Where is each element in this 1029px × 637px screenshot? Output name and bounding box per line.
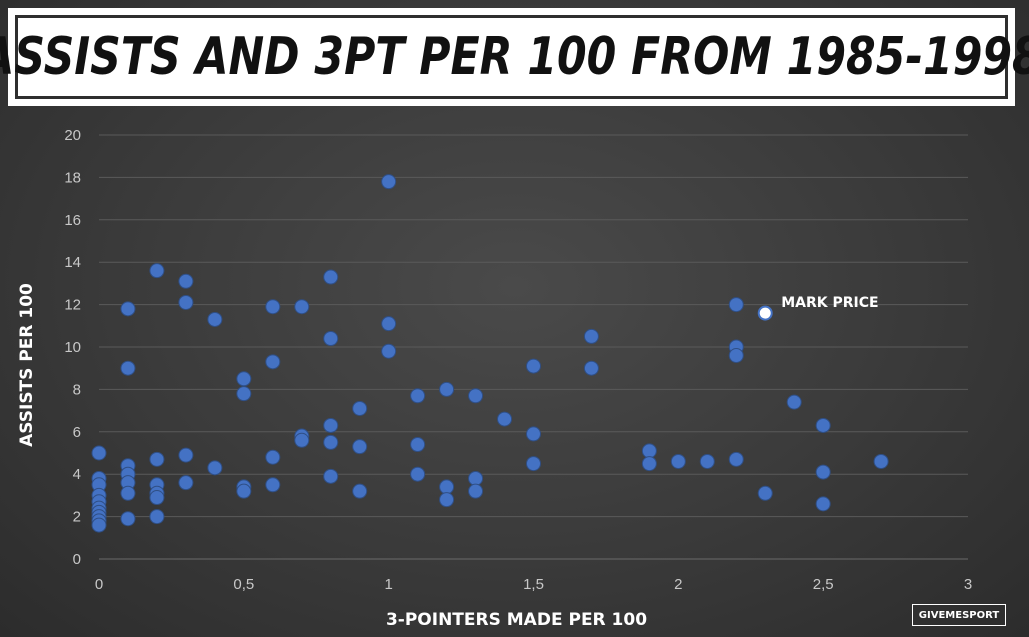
x-axis-title: 3-POINTERS MADE PER 100 — [386, 610, 647, 630]
title-frame: ASSISTS AND 3PT PER 100 FROM 1985-1998 — [0, 15, 1029, 99]
data-point — [236, 386, 252, 402]
highlight-label: MARK PRICE — [781, 295, 878, 311]
data-point — [149, 451, 165, 467]
data-point — [526, 358, 541, 374]
title-banner: ASSISTS AND 3PT PER 100 FROM 1985-1998 — [0, 8, 1029, 106]
y-tick-label: 14 — [64, 254, 81, 271]
chart-title: ASSISTS AND 3PT PER 100 FROM 1985-1998 — [0, 27, 1029, 87]
data-point — [149, 263, 165, 279]
x-tick-label: 0,5 — [233, 576, 254, 593]
data-point — [265, 449, 281, 465]
data-point — [265, 354, 281, 370]
data-point — [120, 360, 136, 376]
data-point — [381, 343, 397, 359]
data-point — [323, 417, 339, 433]
data-point — [873, 453, 889, 469]
data-point — [207, 460, 223, 476]
y-tick-label: 18 — [64, 169, 81, 186]
data-point — [497, 411, 513, 427]
data-point — [178, 475, 194, 491]
data-point — [381, 174, 397, 190]
x-tick-label: 2 — [674, 576, 682, 593]
data-point — [323, 269, 339, 285]
data-point — [294, 299, 310, 315]
data-point — [583, 360, 599, 376]
data-point — [207, 311, 223, 327]
y-tick-label: 2 — [73, 509, 81, 526]
data-point — [352, 439, 368, 455]
data-point — [323, 331, 339, 347]
data-point — [468, 483, 484, 499]
x-tick-label: 1,5 — [523, 576, 544, 593]
data-point — [265, 299, 281, 315]
data-point — [149, 490, 165, 506]
data-point — [815, 464, 831, 480]
data-point — [641, 443, 657, 459]
data-point — [670, 453, 686, 469]
data-point — [728, 347, 744, 363]
data-point — [352, 400, 368, 416]
data-point — [439, 479, 455, 495]
data-point — [439, 381, 455, 397]
data-point — [410, 466, 426, 482]
data-point — [641, 456, 657, 472]
data-point — [294, 432, 310, 448]
data-point — [699, 453, 715, 469]
y-tick-label: 16 — [64, 212, 81, 229]
data-point — [728, 451, 744, 467]
data-point — [439, 492, 455, 508]
data-point — [323, 468, 339, 484]
data-point — [91, 517, 107, 533]
data-point — [815, 417, 831, 433]
y-tick-label: 10 — [64, 339, 81, 356]
data-point — [178, 294, 194, 310]
y-tick-label: 4 — [73, 466, 81, 483]
data-point — [815, 496, 831, 512]
data-point — [526, 456, 541, 472]
y-tick-label: 8 — [73, 381, 81, 398]
data-point — [526, 426, 541, 442]
x-tick-label: 2,5 — [813, 576, 834, 593]
y-tick-label: 20 — [64, 127, 81, 144]
y-tick-label: 0 — [73, 551, 81, 568]
data-point — [120, 301, 136, 317]
data-point — [381, 316, 397, 332]
data-point — [265, 477, 281, 493]
data-point — [410, 437, 426, 453]
highlight-point — [757, 305, 773, 321]
data-point — [468, 388, 484, 404]
data-point — [728, 297, 744, 313]
y-tick-label: 12 — [64, 297, 81, 314]
x-tick-label: 1 — [384, 576, 392, 593]
y-tick-label: 6 — [73, 424, 81, 441]
data-point — [149, 509, 165, 525]
data-point — [352, 483, 368, 499]
y-axis-title: ASSISTS PER 100 — [17, 283, 37, 447]
x-tick-label: 3 — [964, 576, 972, 593]
data-point — [178, 447, 194, 463]
givemesport-logo: GIVEMESPORT — [912, 604, 1006, 626]
data-point — [120, 511, 136, 527]
data-point — [91, 445, 107, 461]
x-tick-label: 0 — [95, 576, 103, 593]
data-point — [786, 394, 802, 410]
data-point — [468, 470, 484, 486]
data-point — [120, 485, 136, 501]
data-point — [757, 485, 773, 501]
data-point — [323, 434, 339, 450]
data-point — [583, 328, 599, 344]
data-point — [236, 371, 252, 387]
data-point — [236, 483, 252, 499]
data-point — [178, 273, 194, 289]
data-point — [410, 388, 426, 404]
